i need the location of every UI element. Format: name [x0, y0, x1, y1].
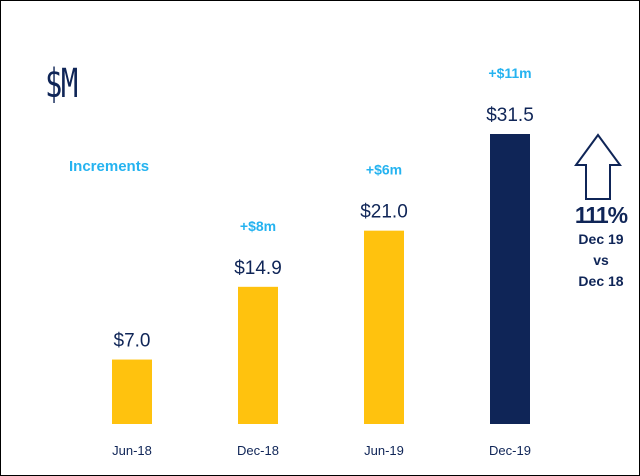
growth-compare-line2: vs: [593, 252, 609, 268]
bar-dec-18: [238, 286, 278, 424]
increment-label-jun-19: +$6m: [366, 162, 402, 178]
growth-callout: 111% Dec 19 vs Dec 18: [566, 201, 636, 292]
x-tick-label-dec-18: Dec-18: [237, 443, 279, 458]
growth-compare-line1: Dec 19: [578, 231, 624, 247]
increments-label: Increments: [69, 158, 150, 175]
x-tick-label-jun-19: Jun-19: [364, 443, 404, 458]
increment-label-dec-19: +$11m: [488, 65, 531, 81]
growth-compare-line3: Dec 18: [578, 273, 624, 289]
bar-dec-19: [490, 134, 530, 424]
increment-label-dec-18: +$8m: [240, 218, 276, 234]
value-label-dec-18: $14.9: [234, 258, 282, 279]
value-label-jun-18: $7.0: [114, 331, 151, 352]
value-label-jun-19: $21.0: [360, 202, 408, 223]
x-tick-label-dec-19: Dec-19: [489, 443, 531, 458]
value-label-dec-19: $31.5: [486, 105, 534, 126]
bar-jun-19: [364, 230, 404, 424]
bar-jun-18: [112, 359, 152, 424]
x-tick-label-jun-18: Jun-18: [112, 443, 152, 458]
bars-layer: $7.0 Jun-18 $14.9 +$8m Dec-18 $21.0 +$6m Jun-19…: [112, 65, 534, 458]
up-arrow-icon: [574, 133, 622, 200]
unit-label: $M: [45, 61, 78, 107]
growth-percent: 111%: [574, 202, 628, 228]
